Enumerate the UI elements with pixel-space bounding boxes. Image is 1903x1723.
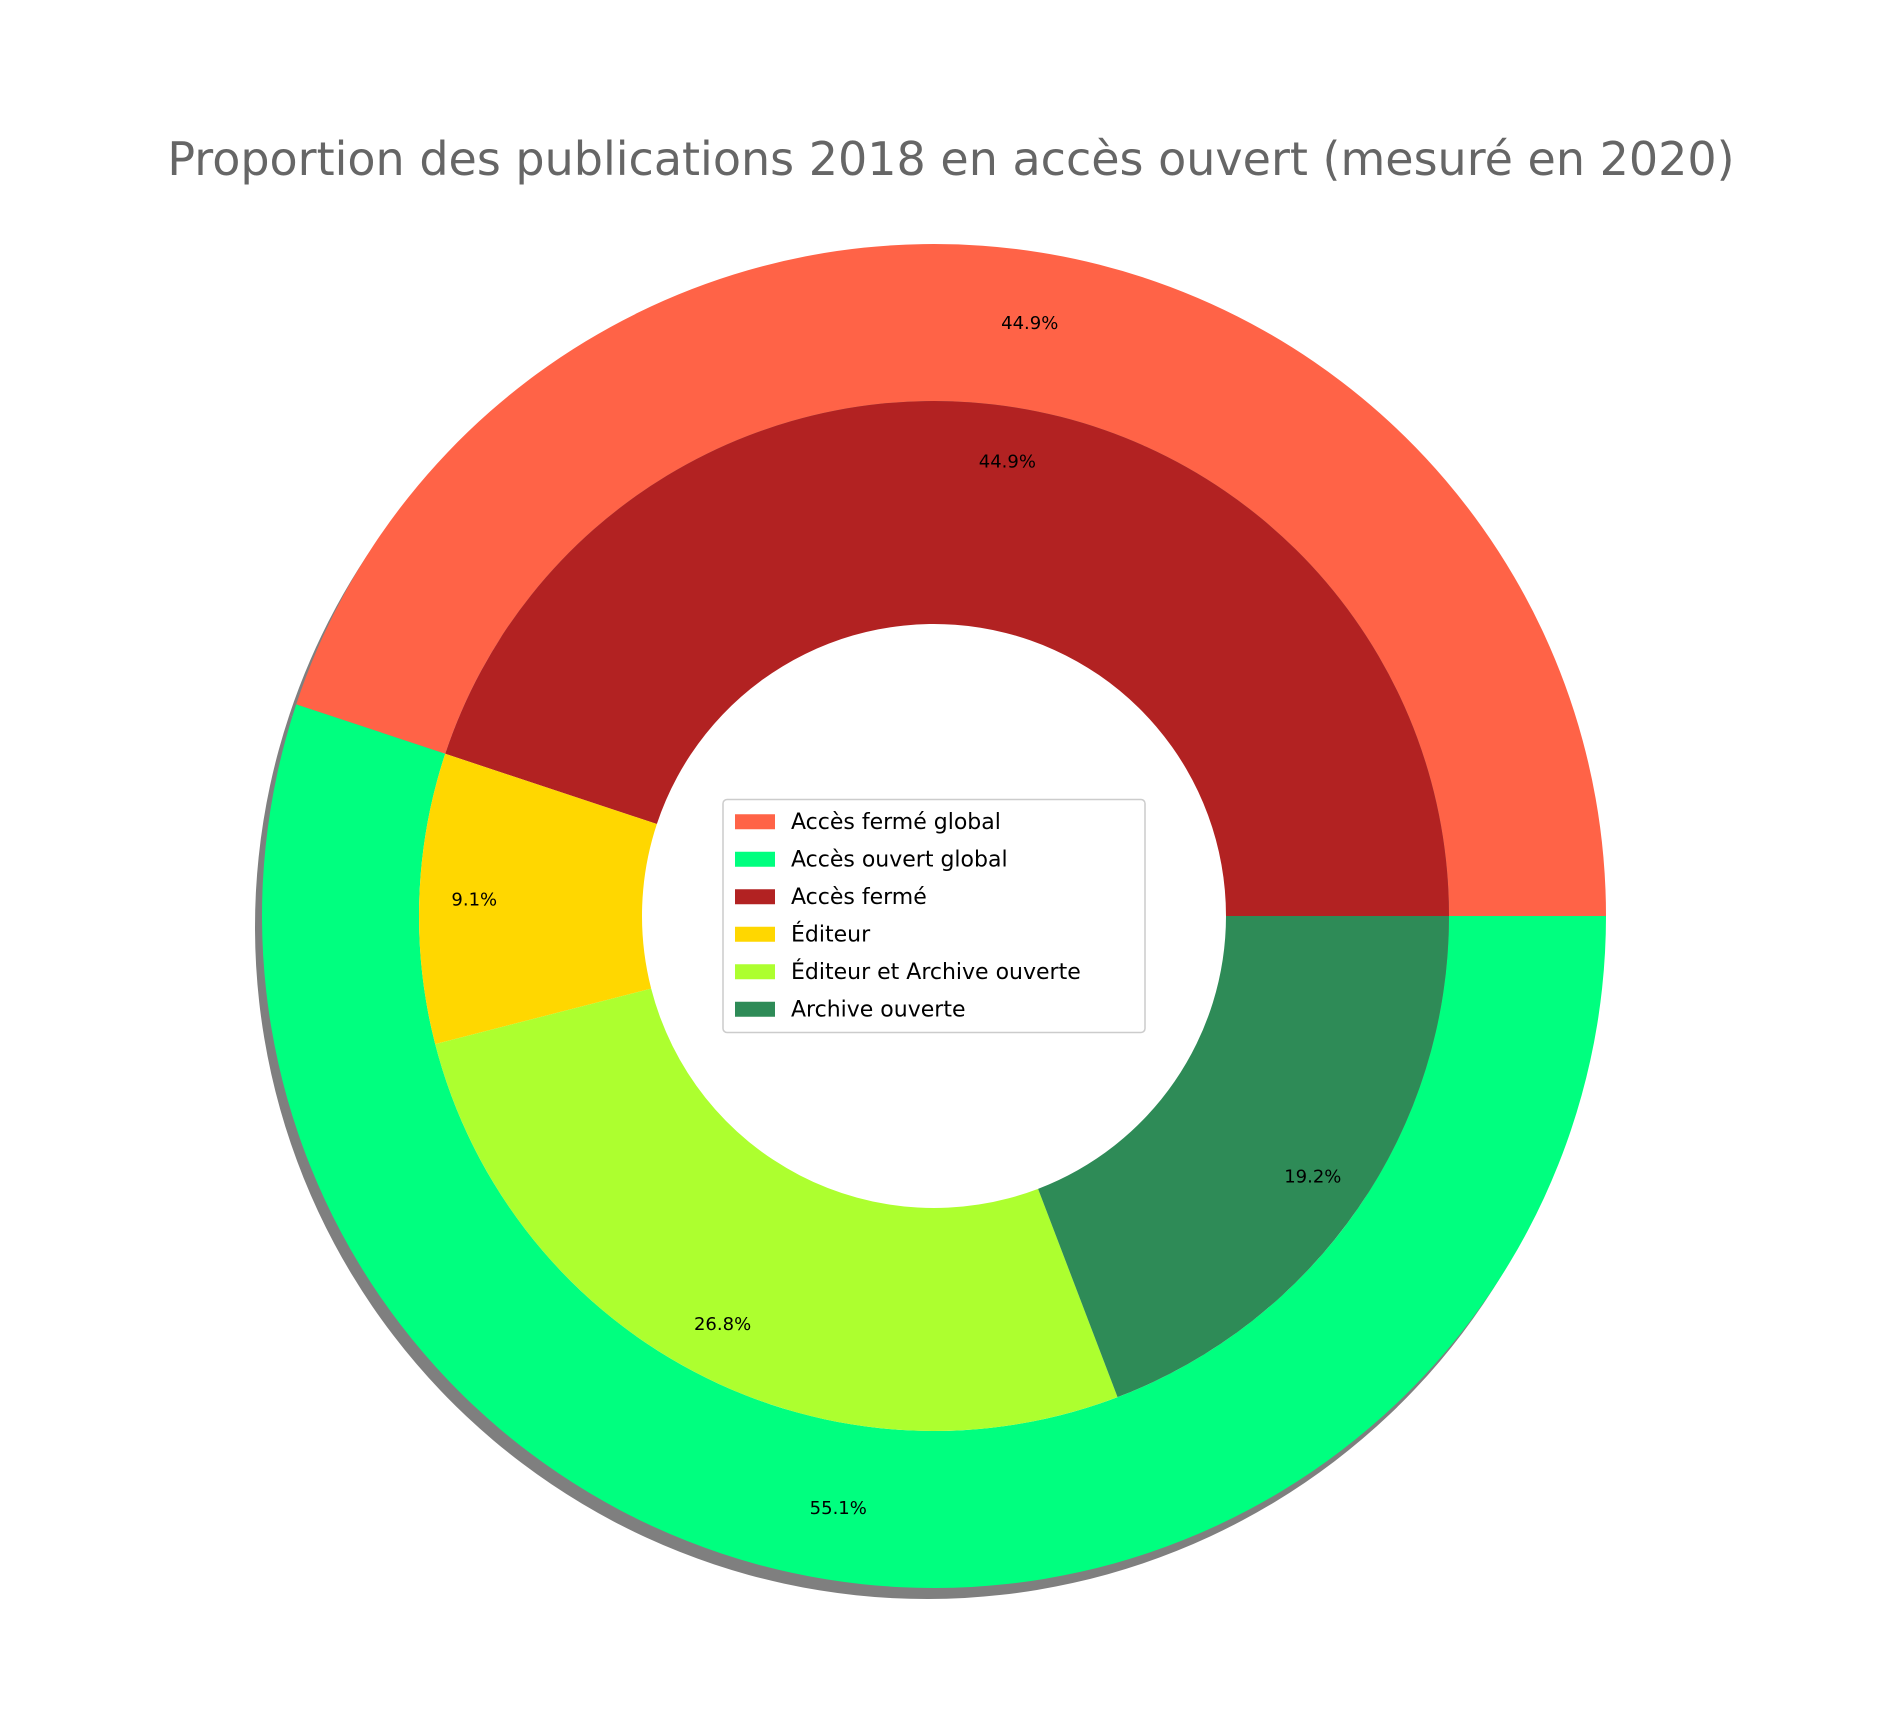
editeur-et-archive-ouverte-slice bbox=[435, 988, 1118, 1431]
legend-label-acces-ferme-global: Accès fermé global bbox=[791, 810, 1001, 835]
acces-ferme-pct-label: 44.9% bbox=[979, 451, 1036, 472]
editeur-et-archive-ouverte-pct-label: 26.8% bbox=[694, 1314, 751, 1335]
acces-ferme-global-pct-label: 44.9% bbox=[1001, 313, 1058, 334]
acces-ferme-global-slice bbox=[296, 244, 1606, 916]
legend-swatch-acces-ferme bbox=[735, 889, 775, 905]
outer-ring bbox=[261, 244, 1606, 1589]
inner-ring bbox=[419, 401, 1450, 1431]
legend: Accès fermé global Accès ouvert global Acc… bbox=[722, 798, 1146, 1034]
legend-label-archive-ouverte: Archive ouverte bbox=[791, 997, 965, 1022]
legend-label-editeur-et-archive-ouverte: Éditeur et Archive ouverte bbox=[791, 959, 1081, 985]
chart-title: Proportion des publications 2018 en accè… bbox=[167, 132, 1734, 186]
acces-ouvert-global-slice bbox=[261, 704, 1606, 1589]
archive-ouverte-slice bbox=[1038, 916, 1449, 1398]
editeur-pct-label: 9.1% bbox=[451, 890, 497, 911]
legend-swatch-editeur-et-archive-ouverte bbox=[735, 964, 775, 980]
acces-ouvert-global-pct-label: 55.1% bbox=[810, 1498, 867, 1519]
legend-frame bbox=[722, 798, 1146, 1034]
archive-ouverte-pct-label: 19.2% bbox=[1284, 1166, 1341, 1187]
legend-swatch-acces-ouvert-global bbox=[735, 851, 775, 867]
acces-ferme-slice bbox=[445, 401, 1450, 916]
legend-swatch-archive-ouverte bbox=[735, 1001, 775, 1017]
legend-swatch-editeur bbox=[735, 926, 775, 942]
editeur-slice bbox=[419, 753, 657, 1045]
legend-label-editeur: Éditeur bbox=[791, 921, 871, 947]
legend-label-acces-ouvert-global: Accès ouvert global bbox=[791, 847, 1008, 872]
percentage-labels: 44.9% 55.1% 44.9% 9.1% 26.8% 19.2% bbox=[451, 313, 1341, 1519]
legend-label-acces-ferme: Accès fermé bbox=[791, 885, 927, 910]
legend-swatch-acces-ferme-global bbox=[735, 814, 775, 830]
